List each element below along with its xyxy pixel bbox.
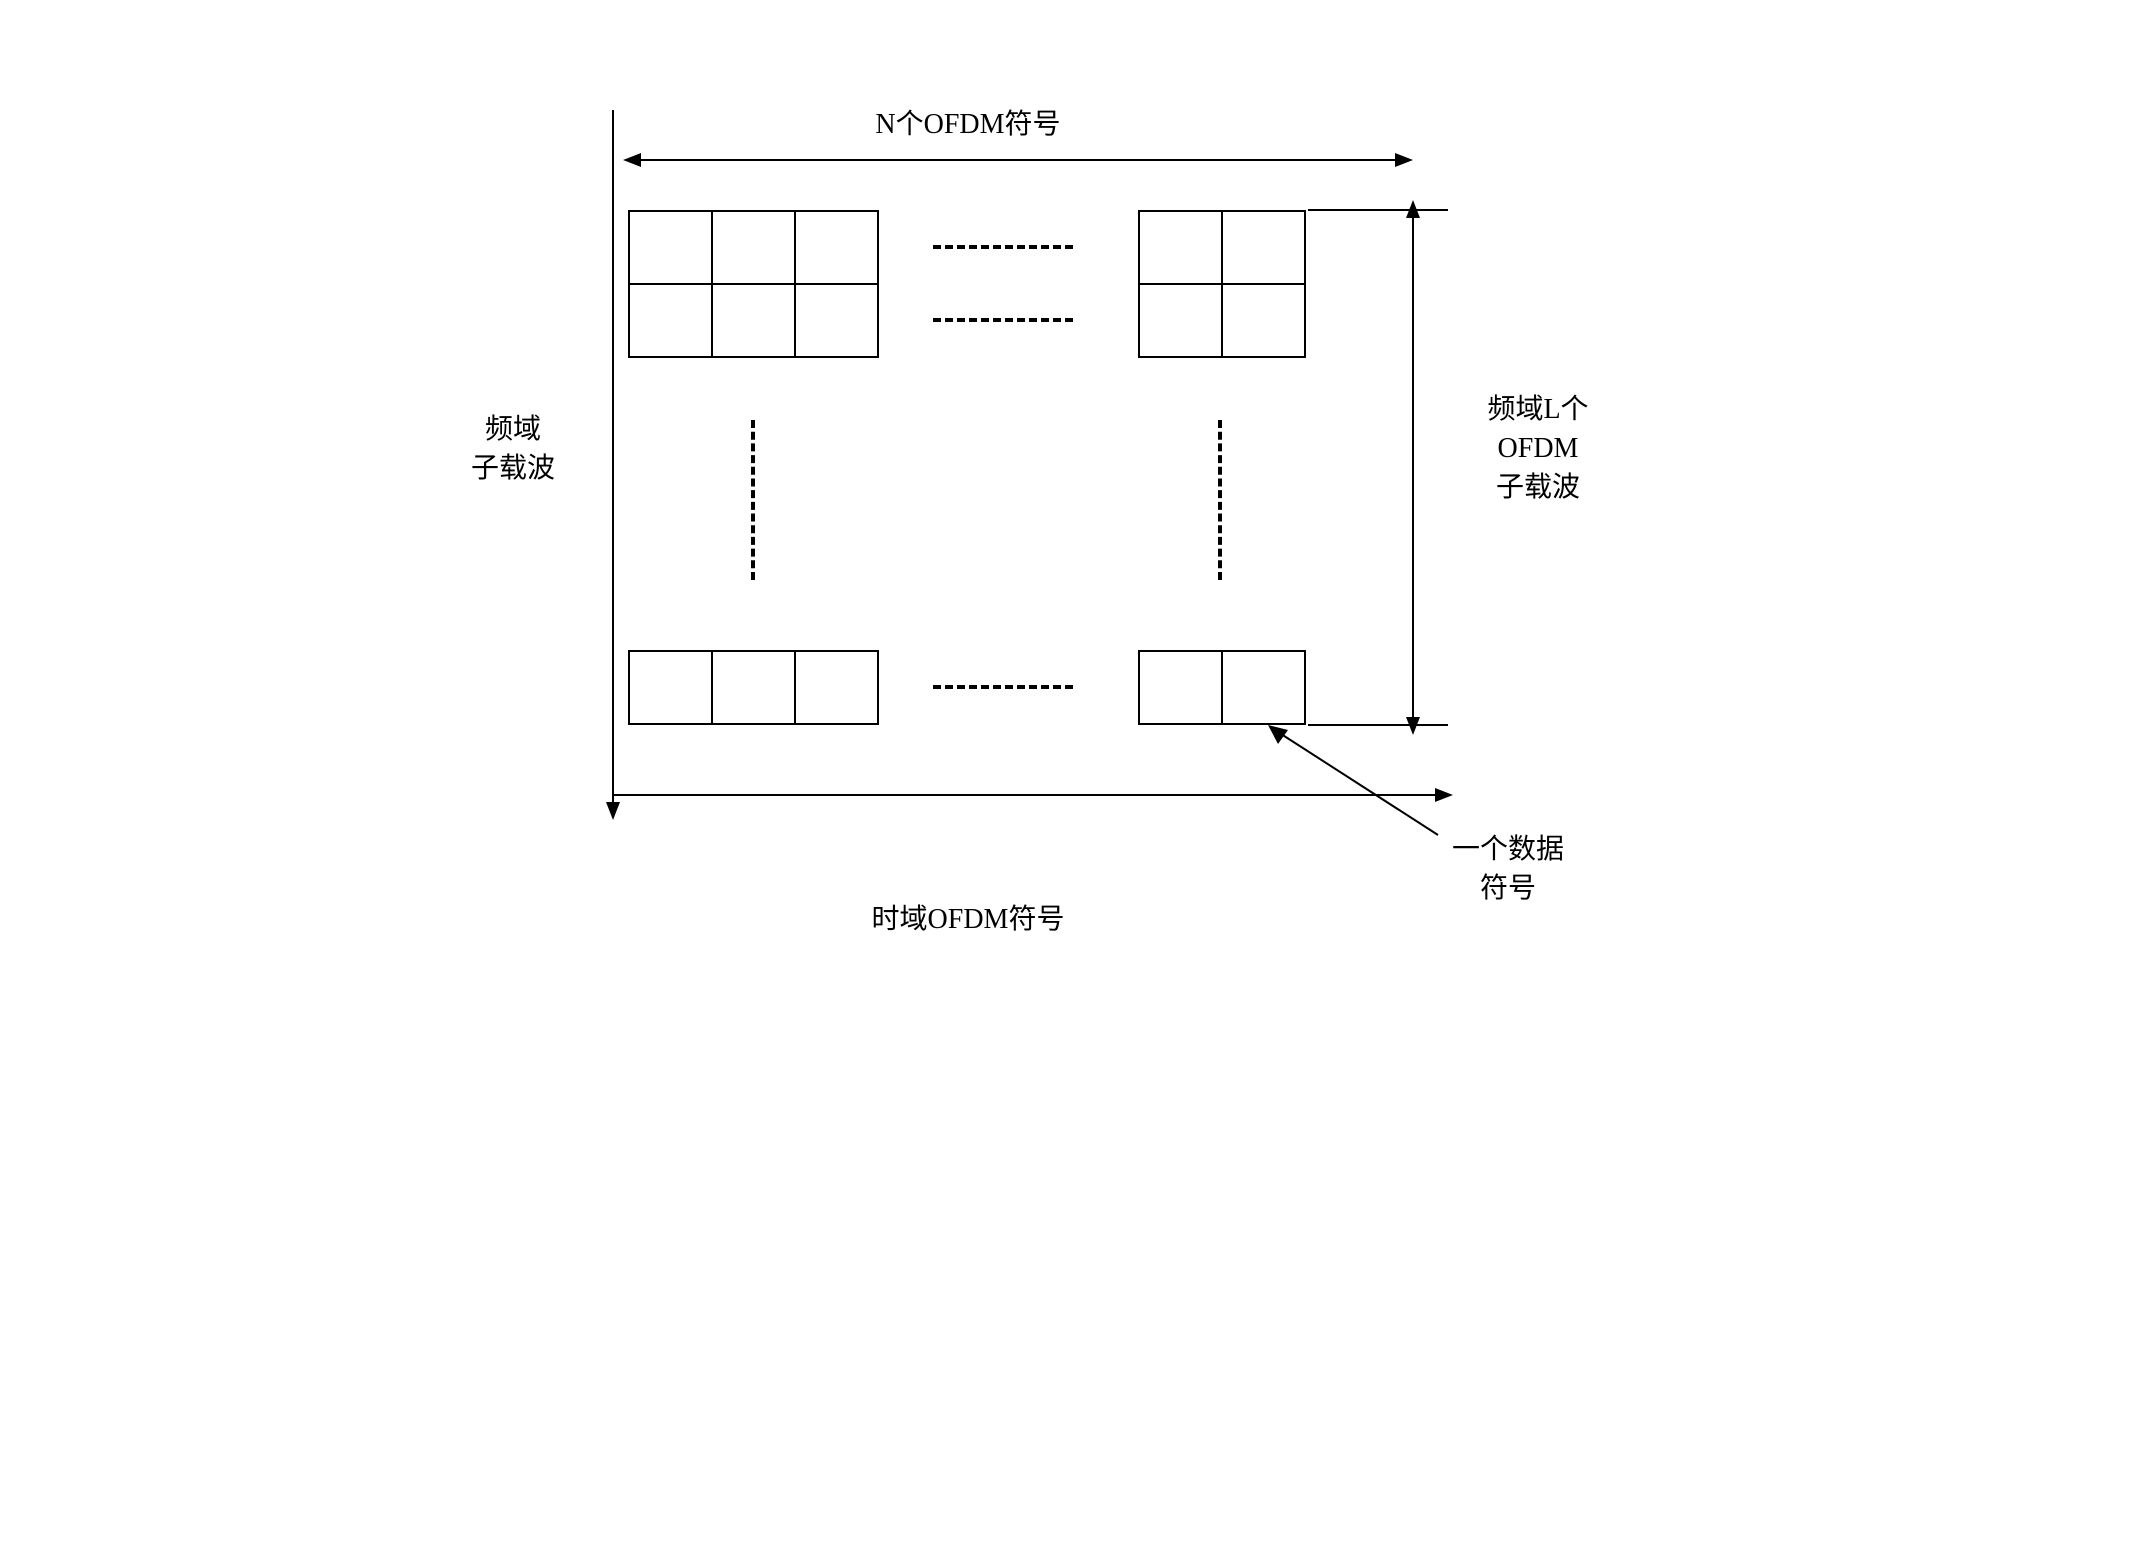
grid-cell xyxy=(628,283,713,358)
grid-cell xyxy=(711,650,796,725)
grid-cell xyxy=(794,650,879,725)
label-annotation: 一个数据 符号 xyxy=(1418,830,1598,908)
vertical-axis-arrow xyxy=(603,110,623,820)
label-left: 频域 子载波 xyxy=(453,410,573,488)
vertical-ellipsis xyxy=(1218,420,1222,580)
vertical-ellipsis xyxy=(751,420,755,580)
label-bottom: 时域OFDM符号 xyxy=(838,900,1098,939)
grid-cell xyxy=(794,210,879,285)
label-right: 频域L个 OFDM 子载波 xyxy=(1448,390,1628,508)
ofdm-diagram: N个OFDM符号 频域 子载波 频域L个 OFDM 子载波 时域OFDM符号 一… xyxy=(368,60,1768,1110)
right-guide-top xyxy=(1308,208,1448,212)
grid-cell xyxy=(794,283,879,358)
right-dimension-arrow xyxy=(1398,200,1428,735)
grid-cell xyxy=(711,210,796,285)
grid-cell xyxy=(711,283,796,358)
horizontal-ellipsis xyxy=(933,318,1073,322)
grid-cell xyxy=(1221,283,1306,358)
horizontal-ellipsis xyxy=(933,685,1073,689)
grid-cell xyxy=(628,210,713,285)
label-top: N个OFDM符号 xyxy=(818,105,1118,144)
horizontal-ellipsis xyxy=(933,245,1073,249)
grid-cell xyxy=(1221,210,1306,285)
grid-cell xyxy=(1221,650,1306,725)
grid-cell xyxy=(1138,283,1223,358)
grid-cell xyxy=(1138,210,1223,285)
grid-cell xyxy=(628,650,713,725)
grid-cell xyxy=(1138,650,1223,725)
top-dimension-arrow xyxy=(623,145,1413,175)
